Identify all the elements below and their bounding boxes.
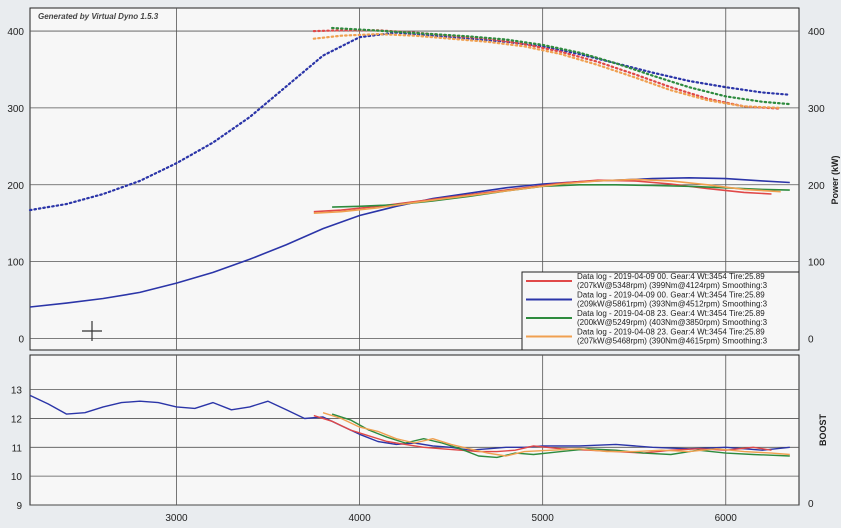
- bottom-left-tick-label: 10: [11, 472, 23, 483]
- boost-panel: 9 10 11 12 13 0 3000 4000 5000 6000 BOOST: [11, 354, 828, 524]
- legend-entry-peaks: (209kW@5861rpm) (393Nm@4512rpm) Smoothin…: [577, 300, 768, 309]
- torque-line-orange: [312, 32, 782, 110]
- top-left-tick-label: 0: [18, 334, 24, 345]
- bottom-left-tick-label: 11: [12, 443, 23, 454]
- torque-line-green: [331, 26, 791, 106]
- torque-line-red: [312, 29, 782, 110]
- legend-entry-title: Data log - 2019-04-08 23. Gear:4 Wt:3454…: [577, 309, 765, 318]
- top-right-tick-label: 100: [808, 258, 825, 269]
- power-torque-panel: 0 100 200 300 400 0 100 200 300 400 Generated by …: [7, 7, 840, 351]
- right-axis-title-power: Power (kW): [830, 155, 840, 204]
- top-left-tick-label: 400: [7, 27, 24, 38]
- legend: Data log - 2019-04-09 00. Gear:4 Wt:3454…: [521, 271, 800, 351]
- bottom-left-tick-label: 12: [11, 414, 23, 425]
- boost-line-orange: [322, 412, 790, 457]
- x-tick-label: 6000: [715, 513, 738, 524]
- bottom-left-tick-label: 13: [11, 386, 23, 397]
- power-line-orange: [313, 178, 781, 214]
- bottom-left-tick-label: 9: [16, 501, 22, 512]
- bottom-grid: [30, 355, 799, 506]
- crosshair-cursor: [82, 321, 102, 341]
- bottom-right-tick-label: 0: [808, 499, 814, 510]
- x-tick-label: 5000: [532, 513, 555, 524]
- top-left-tick-label: 300: [7, 104, 24, 115]
- x-tick-label: 3000: [165, 513, 188, 524]
- torque-line-blue: [28, 31, 791, 212]
- top-tick-labels: 0 100 200 300 400 0 100 200 300 400: [7, 27, 825, 345]
- top-series: [28, 26, 791, 308]
- x-tick-label: 4000: [348, 513, 371, 524]
- legend-entry-title: Data log - 2019-04-08 23. Gear:4 Wt:3454…: [577, 328, 765, 337]
- legend-entry-peaks: (200kW@5249rpm) (403Nm@3850rpm) Smoothin…: [577, 318, 768, 327]
- watermark: Generated by Virtual Dyno 1.5.3: [38, 12, 159, 21]
- top-left-tick-label: 100: [7, 258, 24, 269]
- top-right-tick-label: 200: [808, 181, 825, 192]
- top-right-tick-label: 300: [808, 104, 825, 115]
- legend-entry-title: Data log - 2019-04-09 00. Gear:4 Wt:3454…: [577, 272, 765, 281]
- bottom-tick-labels: 9 10 11 12 13 0 3000 4000 5000 6000: [11, 386, 814, 524]
- legend-entry-title: Data log - 2019-04-09 00. Gear:4 Wt:3454…: [577, 291, 765, 300]
- top-right-tick-label: 0: [808, 334, 814, 345]
- right-axis-title-boost: BOOST: [818, 414, 828, 447]
- top-left-tick-label: 200: [7, 181, 24, 192]
- bottom-plot-area: [29, 354, 800, 506]
- legend-entry-peaks: (207kW@5348rpm) (399Nm@4124rpm) Smoothin…: [577, 281, 768, 290]
- legend-entry-peaks: (207kW@5468rpm) (390Nm@4615rpm) Smoothin…: [577, 337, 768, 346]
- boost-line-red: [313, 414, 772, 454]
- bottom-series: [29, 394, 790, 459]
- top-right-tick-label: 400: [808, 27, 825, 38]
